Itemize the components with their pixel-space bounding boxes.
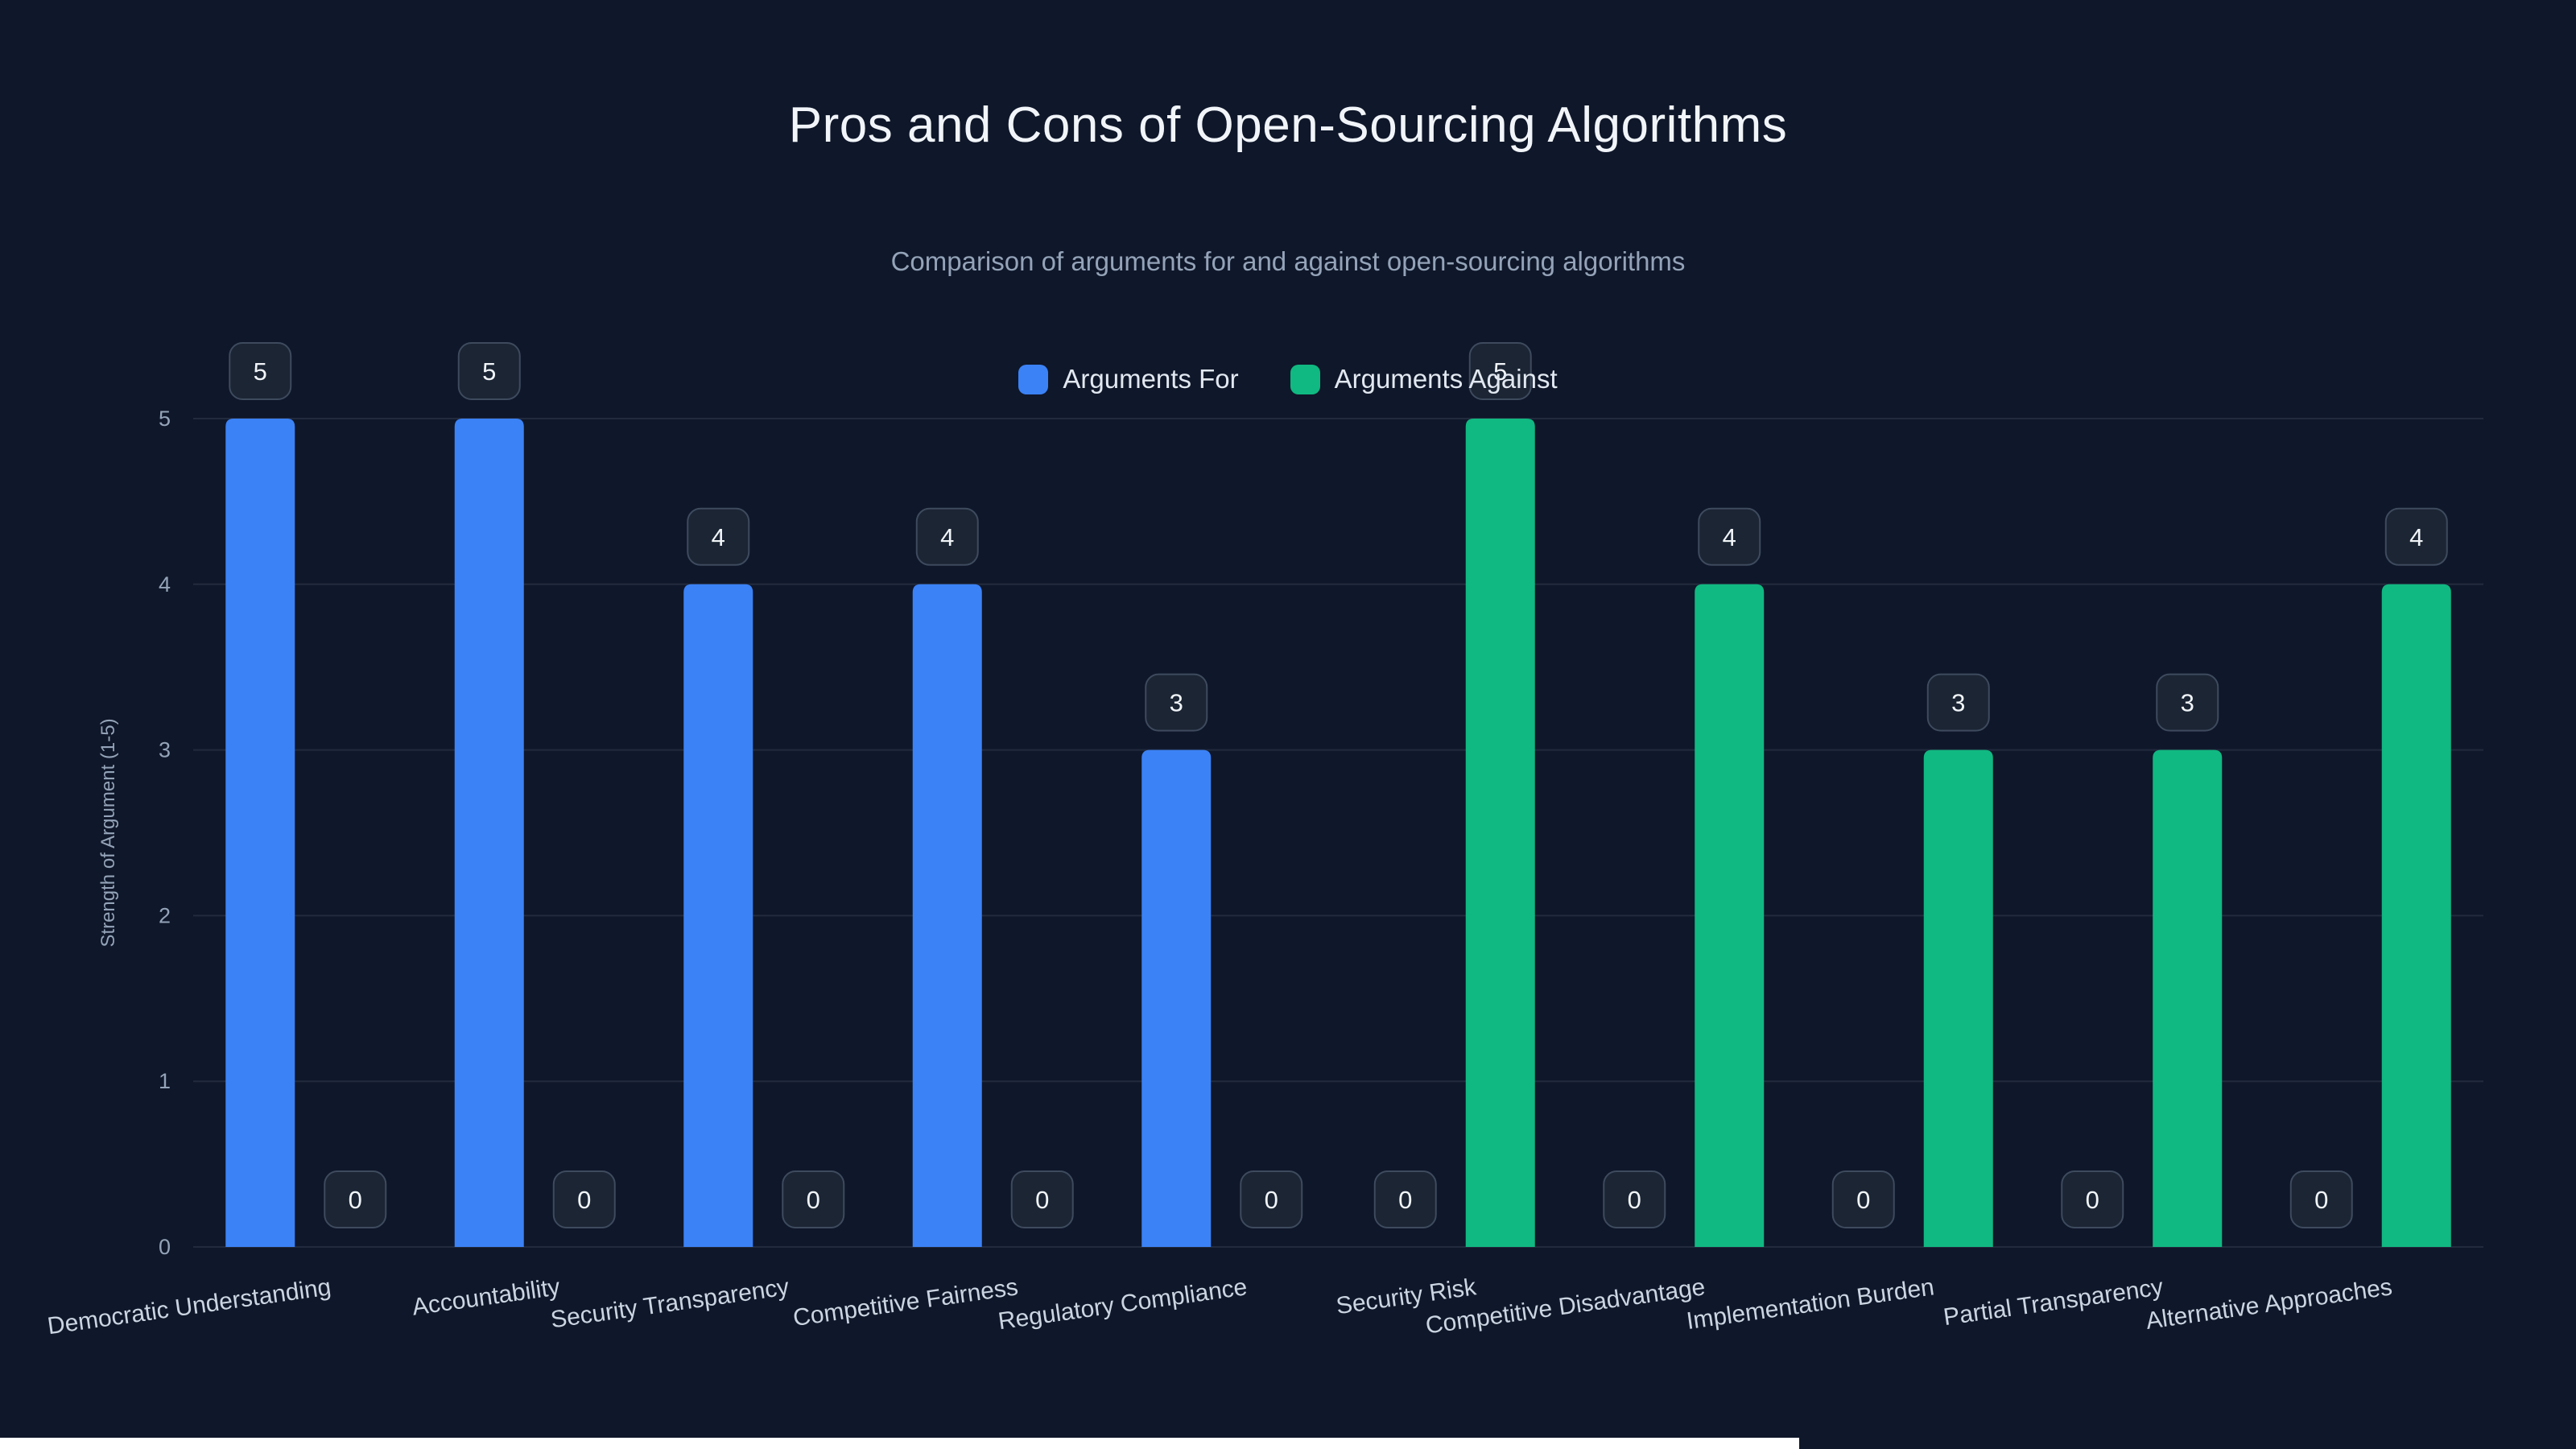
bar-arguments-for[interactable] xyxy=(225,419,295,1247)
bar-arguments-against[interactable] xyxy=(1695,584,1765,1247)
legend-swatch-for-icon xyxy=(1018,364,1049,394)
x-axis-label: Regulatory Compliance xyxy=(997,1274,1249,1335)
x-axis-label: Implementation Burden xyxy=(1685,1274,1936,1335)
legend-swatch-against-icon xyxy=(1290,364,1320,394)
value-label: 3 xyxy=(1951,689,1965,717)
value-label: 5 xyxy=(254,357,267,386)
y-axis-tick: 4 xyxy=(159,572,171,597)
value-label-box xyxy=(1468,342,1532,400)
legend-label-arguments-for: Arguments For xyxy=(1063,364,1239,394)
value-label-box xyxy=(229,342,292,400)
bar-arguments-against[interactable] xyxy=(1465,419,1535,1247)
y-axis-tick: 0 xyxy=(159,1235,171,1259)
value-label-box xyxy=(915,507,979,566)
value-label-box xyxy=(1698,507,1761,566)
value-label: 4 xyxy=(2409,523,2423,551)
value-label: 0 xyxy=(807,1186,820,1214)
value-label-box xyxy=(552,1170,616,1228)
bar-arguments-for[interactable] xyxy=(912,584,982,1247)
value-label: 4 xyxy=(1723,523,1736,551)
value-label-box xyxy=(1831,1170,1895,1228)
value-label: 0 xyxy=(349,1186,362,1214)
y-axis-tick: 5 xyxy=(159,407,171,431)
value-label-box xyxy=(1603,1170,1666,1228)
bar-arguments-for[interactable] xyxy=(1141,749,1212,1247)
value-label-box xyxy=(2289,1170,2353,1228)
legend-item-arguments-for[interactable]: Arguments For xyxy=(1018,364,1239,394)
y-axis-title: Strength of Argument (1-5) xyxy=(97,718,119,947)
value-label: 0 xyxy=(2314,1186,2328,1214)
y-axis-tick: 3 xyxy=(159,738,171,762)
value-label-box xyxy=(1373,1170,1437,1228)
y-axis-tick: 2 xyxy=(159,903,171,927)
bar-arguments-for[interactable] xyxy=(454,419,524,1247)
value-label: 4 xyxy=(940,523,954,551)
x-axis-label: Democratic Understanding xyxy=(46,1274,332,1340)
bar-arguments-against[interactable] xyxy=(2153,749,2223,1247)
value-label-box xyxy=(2384,507,2448,566)
value-label: 0 xyxy=(1398,1186,1412,1214)
bar-arguments-against[interactable] xyxy=(1923,749,1993,1247)
value-label-box xyxy=(1010,1170,1074,1228)
value-label: 5 xyxy=(482,357,496,386)
value-label-box xyxy=(1145,673,1208,732)
value-label-box xyxy=(687,507,750,566)
legend-item-arguments-against[interactable]: Arguments Against xyxy=(1290,364,1558,394)
value-label: 4 xyxy=(712,523,725,551)
chart-subtitle: Comparison of arguments for and against … xyxy=(890,246,1686,276)
x-axis-label: Partial Transparency xyxy=(1942,1274,2165,1331)
value-label-box xyxy=(457,342,521,400)
bar-arguments-for[interactable] xyxy=(683,584,753,1247)
x-axis-label: Competitive Fairness xyxy=(791,1274,1020,1331)
bar-arguments-against[interactable] xyxy=(2381,584,2451,1247)
value-label-box xyxy=(782,1170,845,1228)
value-label: 0 xyxy=(577,1186,591,1214)
chart-legend: Arguments For Arguments Against xyxy=(0,364,2576,394)
value-label-box xyxy=(2061,1170,2124,1228)
value-label: 0 xyxy=(1035,1186,1049,1214)
value-label-box xyxy=(1926,673,1990,732)
x-axis-label: Alternative Approaches xyxy=(2145,1274,2394,1335)
chart-title: Pros and Cons of Open-Sourcing Algorithm… xyxy=(788,97,1788,153)
x-axis-label: Security Transparency xyxy=(549,1274,791,1333)
value-label: 3 xyxy=(2181,689,2194,717)
value-label-box xyxy=(324,1170,387,1228)
value-label: 5 xyxy=(1493,357,1507,386)
bottom-white-strip xyxy=(0,1438,1799,1449)
value-label: 0 xyxy=(1265,1186,1278,1214)
value-label: 3 xyxy=(1170,689,1183,717)
value-label: 0 xyxy=(1856,1186,1870,1214)
value-label-box xyxy=(1240,1170,1303,1228)
legend-label-arguments-against: Arguments Against xyxy=(1334,364,1558,394)
value-label: 0 xyxy=(1628,1186,1641,1214)
y-axis-tick: 1 xyxy=(159,1069,171,1093)
value-label-box xyxy=(2156,673,2219,732)
value-label: 0 xyxy=(2086,1186,2099,1214)
x-axis-label: Accountability xyxy=(411,1274,562,1320)
